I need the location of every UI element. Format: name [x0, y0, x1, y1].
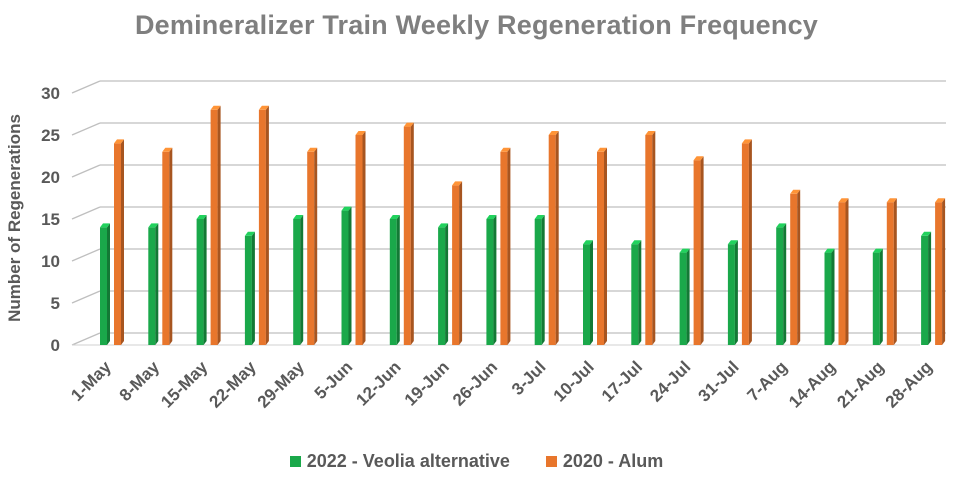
x-tick-label: 7-Aug — [744, 357, 791, 404]
bar-series-2 — [790, 189, 801, 345]
x-tick-label: 17-Jul — [598, 357, 646, 405]
bar-series-2 — [597, 147, 607, 345]
bar-series-2 — [548, 131, 559, 345]
legend: 2022 - Veolia alternative 2020 - Alum — [0, 451, 953, 472]
y-tick-label: 15 — [41, 210, 60, 229]
bar-series-1 — [486, 215, 497, 345]
bar-series-1 — [389, 215, 400, 345]
bar-series-2 — [452, 181, 463, 345]
y-tick-label: 10 — [41, 252, 60, 271]
legend-item-series-1: 2022 - Veolia alternative — [289, 451, 510, 472]
y-tick-label: 5 — [51, 294, 60, 313]
gridline-depth — [71, 122, 101, 136]
y-tick-label: 20 — [41, 168, 60, 187]
bar-series-2 — [500, 147, 511, 345]
bar-series-1 — [583, 240, 593, 345]
bar-series-1 — [776, 223, 787, 345]
chart-title: Demineralizer Train Weekly Regeneration … — [134, 10, 819, 40]
bars-layer — [100, 105, 946, 345]
legend-swatch-green — [289, 456, 301, 467]
x-tick-label: 29-May — [254, 357, 309, 412]
bar-series-1 — [341, 206, 352, 345]
bar-series-1 — [921, 231, 932, 345]
grid-layer — [71, 80, 946, 346]
bar-series-1 — [196, 215, 207, 345]
bar-series-2 — [355, 131, 366, 345]
x-tick-label: 5-Jun — [311, 357, 356, 402]
bar-series-2 — [741, 139, 752, 345]
bar-series-1 — [727, 240, 738, 345]
bar-series-2 — [162, 147, 173, 345]
bar-series-2 — [645, 131, 656, 345]
x-tick-label: 1-May — [67, 357, 115, 405]
bar-series-1 — [438, 223, 449, 345]
x-tick-label: 31-Jul — [695, 357, 743, 405]
bar-series-1 — [824, 248, 835, 345]
legend-label-series-2: 2020 - Alum — [562, 451, 664, 471]
x-tick-label: 19-Jun — [401, 357, 453, 409]
x-tick-label: 21-Aug — [833, 357, 887, 411]
gridline-depth — [71, 332, 101, 346]
y-tick-label: 0 — [51, 336, 60, 355]
bar-series-1 — [631, 240, 642, 345]
y-axis-label: Number of Regenerations — [5, 114, 24, 322]
legend-item-series-2: 2020 - Alum — [545, 451, 664, 472]
gridline-depth — [71, 290, 101, 304]
bar-series-2 — [886, 198, 897, 345]
bar-series-2 — [935, 198, 946, 345]
bar-series-1 — [293, 215, 304, 345]
bar-series-2 — [258, 105, 269, 345]
x-tick-label: 3-Jul — [508, 357, 549, 398]
gridline-depth — [71, 164, 101, 178]
x-tick-label: 15-May — [157, 357, 212, 412]
gridline-depth — [71, 248, 101, 262]
y-tick-label: 25 — [41, 126, 60, 145]
x-tick-label: 10-Jul — [550, 357, 598, 405]
y-tick-labels: 0 5 10 15 20 25 30 — [41, 84, 60, 355]
gridline-depth — [71, 80, 101, 94]
bar-series-2 — [693, 156, 704, 345]
bar-series-1 — [872, 248, 883, 345]
y-tick-label: 30 — [41, 84, 60, 103]
x-tick-label: 24-Jul — [646, 357, 694, 405]
gridline-depth — [71, 206, 101, 220]
bar-series-1 — [679, 248, 690, 345]
x-tick-label: 22-May — [206, 357, 261, 412]
legend-label-series-1: 2022 - Veolia alternative — [306, 451, 510, 471]
bar-series-2 — [114, 139, 124, 345]
bar-series-1 — [100, 223, 110, 345]
x-tick-label: 26-Jun — [449, 357, 501, 409]
bar-series-1 — [148, 223, 159, 345]
bar-series-2 — [210, 105, 221, 345]
bar-series-2 — [307, 147, 318, 345]
bar-series-2 — [838, 198, 849, 345]
x-tick-label: 28-Aug — [882, 357, 936, 411]
legend-swatch-orange — [545, 456, 557, 467]
x-tick-label: 14-Aug — [785, 357, 839, 411]
x-tick-label: 12-Jun — [352, 357, 404, 409]
bar-series-2 — [403, 122, 414, 345]
bar-series-1 — [244, 231, 255, 345]
bar-series-1 — [534, 215, 545, 345]
